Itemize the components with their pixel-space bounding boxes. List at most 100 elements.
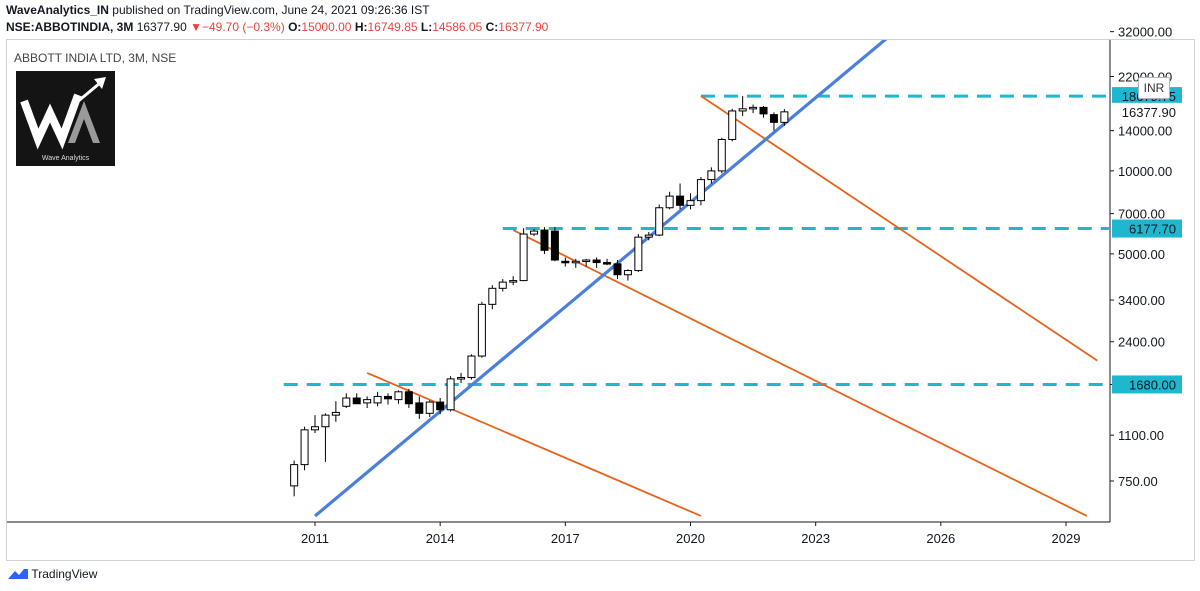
candle — [571, 258, 580, 268]
x-tick-label: 2026 — [926, 531, 955, 546]
candle-body — [373, 395, 382, 404]
price-label-bg — [1112, 219, 1182, 238]
candle — [404, 388, 413, 408]
candle-body — [738, 108, 747, 112]
candle — [498, 279, 507, 292]
close-label: C: — [485, 20, 499, 34]
candle — [436, 398, 445, 415]
candle-body — [446, 378, 455, 411]
rising-trendline — [313, 40, 888, 518]
candle-body — [561, 260, 570, 264]
low-value: 14586.05 — [432, 20, 483, 34]
tradingview-footer[interactable]: TradingView — [8, 566, 97, 581]
candle — [634, 234, 643, 272]
candle-body — [707, 170, 716, 181]
candle — [676, 183, 685, 210]
y-tick-label: 7000.00 — [1118, 207, 1165, 222]
change-down-arrow-icon: ▼ — [190, 20, 202, 34]
publish-line: WaveAnalytics_IN published on TradingVie… — [6, 3, 430, 17]
candle — [644, 232, 653, 241]
candle — [655, 204, 664, 237]
candle-body — [404, 391, 413, 405]
candle — [728, 108, 737, 142]
candle-body — [696, 179, 705, 202]
y-tick-label: 32000.00 — [1118, 25, 1172, 40]
logo-icon — [20, 77, 106, 150]
candle-body — [634, 236, 643, 272]
candle-body — [571, 260, 580, 264]
x-tick-label: 2011 — [301, 531, 329, 546]
candle-body — [613, 263, 622, 276]
candle-body — [467, 355, 476, 379]
candle — [540, 227, 549, 254]
x-tick-label: 2023 — [801, 531, 830, 546]
candle-body — [436, 401, 445, 411]
candle — [769, 112, 778, 131]
candle — [363, 396, 372, 408]
x-tick-label: 2029 — [1052, 531, 1081, 546]
candle-body — [363, 399, 372, 404]
candle-body — [550, 230, 559, 261]
candle — [780, 109, 789, 126]
candle-body — [717, 138, 726, 172]
currency-button[interactable]: INR — [1138, 77, 1170, 99]
candle — [457, 372, 466, 384]
candle-body — [686, 200, 695, 206]
candle-body — [415, 402, 424, 414]
y-tick-label: 750.00 — [1118, 474, 1158, 489]
candle-body — [623, 270, 632, 276]
price-label: 16377.90 — [1122, 105, 1176, 120]
candle-body — [509, 280, 518, 283]
candle — [613, 260, 622, 280]
candle-body — [655, 207, 664, 236]
candle — [352, 393, 361, 405]
open-label: O: — [288, 20, 302, 34]
candle-body — [592, 259, 601, 264]
candle — [373, 391, 382, 407]
candle — [603, 258, 612, 266]
y-tick-label: 14000.00 — [1118, 124, 1172, 139]
high-label: H: — [354, 20, 368, 34]
instrument-label: ABBOTT INDIA LTD, 3M, NSE — [14, 51, 177, 65]
candle — [519, 228, 528, 282]
candle — [561, 257, 570, 267]
candle — [415, 396, 424, 419]
candle — [686, 193, 695, 210]
high-value: 16749.85 — [367, 20, 418, 34]
candle — [425, 400, 434, 418]
price-label: 6177.70 — [1129, 222, 1176, 237]
footer-brand: TradingView — [31, 566, 98, 581]
candle-body — [665, 195, 674, 209]
candle-body — [749, 106, 758, 110]
candle — [394, 390, 403, 404]
candle-body — [384, 395, 393, 400]
candle-body — [728, 110, 737, 140]
candle — [290, 460, 299, 497]
candle — [300, 426, 309, 471]
author-name[interactable]: WaveAnalytics_IN — [6, 3, 109, 17]
price-label: 1680.00 — [1129, 377, 1176, 392]
chart-frame — [6, 39, 1195, 561]
candle-body — [342, 397, 351, 407]
candle-body — [769, 114, 778, 123]
y-tick-label: 2400.00 — [1118, 335, 1165, 350]
candle — [446, 376, 455, 412]
candle-body — [644, 234, 653, 238]
y-tick-label: 3400.00 — [1118, 293, 1165, 308]
candle-body — [780, 111, 789, 123]
candle — [321, 413, 330, 462]
candle — [696, 177, 705, 206]
candle-body — [498, 281, 507, 289]
candle — [509, 276, 518, 286]
candle — [738, 96, 747, 117]
wave-analytics-logo: Wave Analytics — [16, 71, 115, 166]
candle-body — [530, 230, 539, 235]
candle-body — [457, 377, 466, 380]
y-tick-label: 10000.00 — [1118, 164, 1172, 179]
candle-body — [676, 195, 685, 206]
x-tick-label: 2014 — [426, 531, 455, 546]
candle-body — [519, 233, 528, 282]
candle — [623, 269, 632, 281]
candle — [582, 258, 591, 267]
